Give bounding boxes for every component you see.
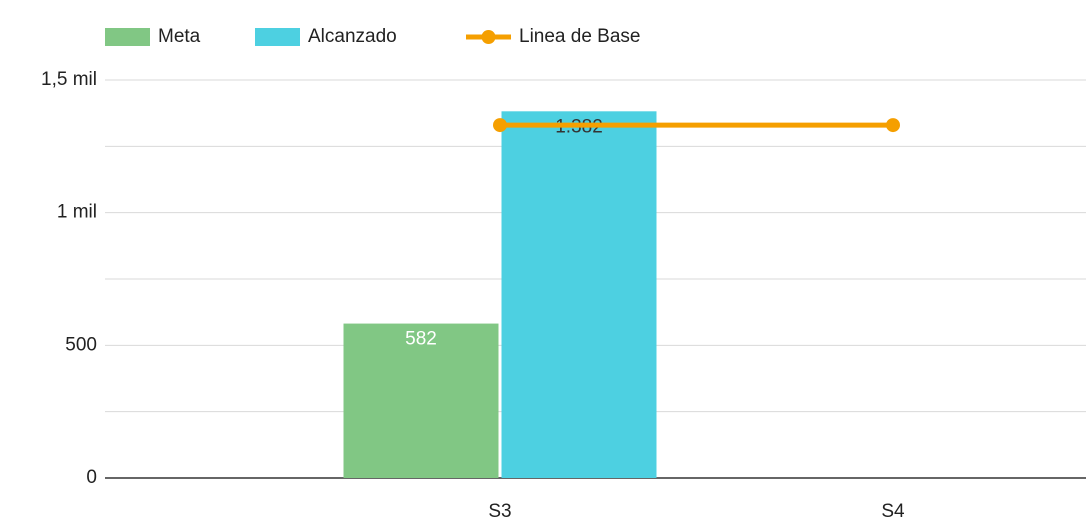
- legend-label: Alcanzado: [308, 26, 397, 47]
- legend-swatch: [255, 28, 300, 46]
- line-marker: [493, 118, 507, 133]
- x-tick-label: S4: [881, 501, 905, 518]
- legend-marker: [481, 30, 496, 44]
- legend-label: Linea de Base: [519, 26, 641, 47]
- y-tick-label: 1 mil: [57, 202, 97, 223]
- data-label: 582: [405, 329, 437, 350]
- line-marker: [886, 118, 900, 133]
- y-tick-label: 500: [65, 334, 97, 355]
- y-tick-label: 0: [86, 467, 97, 488]
- legend-swatch: [105, 28, 150, 46]
- legend-label: Meta: [158, 26, 201, 47]
- bar: [343, 323, 499, 478]
- bar: [501, 111, 657, 479]
- y-tick-label: 1,5 mil: [41, 69, 97, 90]
- x-tick-label: S3: [488, 501, 511, 518]
